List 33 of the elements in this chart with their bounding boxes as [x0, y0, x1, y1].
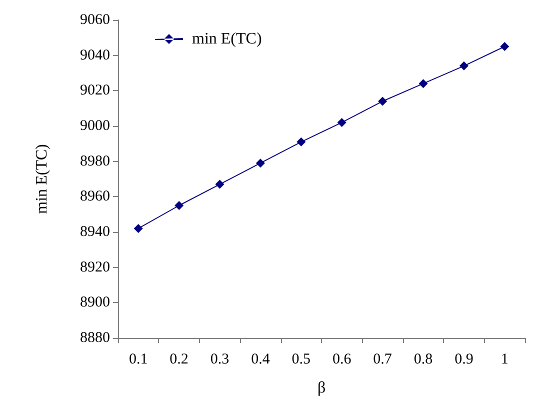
y-tick-label: 9060 — [80, 12, 110, 28]
y-tick-label: 9040 — [80, 47, 110, 64]
point — [256, 158, 265, 168]
x-tick-label: 0.1 — [128, 352, 148, 368]
point — [134, 224, 143, 233]
point — [459, 61, 468, 70]
y-tick-label: 9020 — [80, 82, 110, 99]
x-tick-label: 0.6 — [332, 352, 352, 368]
point — [337, 118, 346, 127]
point — [378, 96, 388, 106]
legend-label: min E(TC) — [192, 30, 262, 48]
x-tick-label: 0.4 — [251, 352, 270, 368]
point — [215, 180, 224, 189]
y-axis-title: min E(TC) — [34, 144, 50, 214]
point — [296, 137, 306, 146]
x-tick-label: 1 — [500, 352, 508, 368]
y-tick-label: 8900 — [80, 294, 110, 311]
x-tick-label: 0.5 — [292, 352, 311, 368]
y-tick-label: 8980 — [80, 153, 110, 170]
x-tick-label: 0.3 — [210, 352, 230, 368]
point — [174, 201, 184, 210]
y-tick-label: 8940 — [80, 224, 110, 240]
y-tick-label: 8880 — [80, 330, 110, 346]
point — [500, 42, 510, 51]
y-tick-label: 8920 — [80, 259, 110, 276]
x-tick-label: 0.9 — [454, 352, 474, 368]
y-tick-label: 8960 — [80, 188, 110, 205]
x-tick-label: 0.8 — [414, 352, 433, 368]
y-tick-label: 9000 — [80, 118, 110, 134]
x-tick-label: 0.2 — [170, 352, 188, 368]
x-tick-label: 0.7 — [373, 352, 392, 368]
x-axis-title: β — [317, 380, 326, 396]
point — [418, 79, 428, 88]
